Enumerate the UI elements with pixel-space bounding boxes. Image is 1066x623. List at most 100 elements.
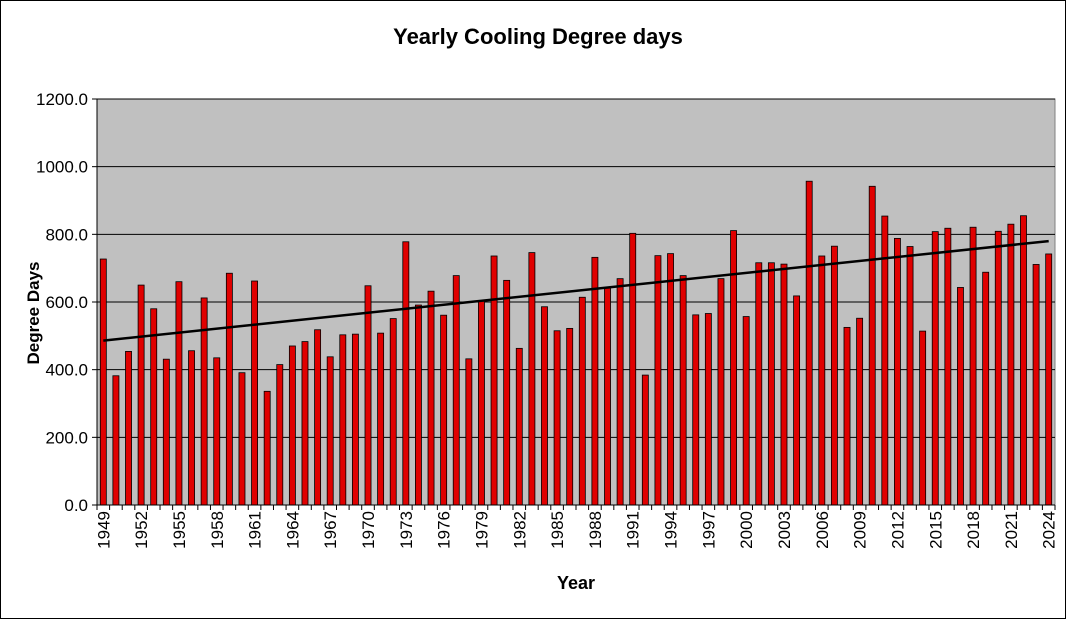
x-tick-label: 2000	[737, 511, 756, 549]
bar-1995	[679, 275, 687, 506]
bar-2015	[931, 231, 939, 506]
bar-2006	[818, 255, 826, 506]
bar-1963	[276, 364, 284, 506]
bar-1958	[213, 357, 221, 506]
bar-1975	[427, 290, 435, 506]
bar-2008	[843, 326, 851, 506]
bar-1962	[263, 390, 271, 506]
bar-1971	[377, 332, 385, 506]
bar-2007	[830, 245, 838, 506]
bar-1949	[99, 258, 107, 506]
y-tick-label: 400.0	[45, 361, 88, 380]
bar-1979	[478, 300, 485, 506]
bar-1994	[667, 253, 674, 506]
bar-2010	[868, 185, 876, 506]
bar-1959	[225, 272, 233, 506]
x-tick-label: 1964	[283, 511, 302, 549]
x-tick-label: 2021	[1002, 511, 1021, 549]
bar-1999	[730, 230, 737, 506]
x-tick-label: 1988	[586, 511, 605, 549]
bar-1985	[553, 330, 561, 506]
bar-1983	[528, 252, 536, 506]
bar-1996	[692, 314, 700, 506]
bar-2014	[919, 330, 927, 506]
bar-1966	[314, 329, 322, 506]
bar-1982	[515, 347, 523, 506]
bar-1965	[301, 341, 309, 506]
x-tick-label: 1991	[624, 511, 643, 549]
bar-1951	[125, 350, 132, 506]
x-tick-label: 1982	[510, 511, 529, 549]
bar-1984	[541, 306, 548, 506]
bar-2018	[969, 226, 977, 506]
x-tick-label: 2003	[775, 511, 794, 549]
x-tick-label: 1961	[246, 511, 265, 549]
x-tick-label: 2015	[926, 511, 945, 549]
bar-1990	[616, 278, 624, 506]
bar-2024	[1045, 253, 1053, 506]
x-axis-ticks: 1949 1952 1955 1958 1961 1964 1967 1970 1973 1976…	[94, 505, 1059, 549]
y-tick-label: 200.0	[45, 428, 88, 447]
x-tick-label: 1979	[472, 511, 491, 549]
bar-2000	[742, 316, 750, 506]
bar-1970	[364, 285, 372, 506]
bar-2017	[957, 287, 964, 506]
bar-series	[99, 180, 1053, 506]
bar-2022	[1020, 215, 1027, 506]
y-tick-label: 800.0	[45, 225, 88, 244]
bar-1961	[251, 280, 258, 506]
bar-1973	[402, 241, 410, 506]
y-tick-label: 0.0	[64, 496, 88, 515]
bar-1988	[591, 256, 599, 506]
trendline-group	[103, 239, 1049, 342]
bar-1980	[490, 255, 498, 506]
bar-1952	[137, 284, 145, 506]
bar-2021	[1007, 223, 1015, 506]
x-tick-label: 2012	[888, 511, 907, 549]
bar-1953	[150, 308, 158, 506]
bar-1964	[288, 345, 296, 506]
bar-2020	[994, 230, 1002, 506]
bar-1981	[503, 279, 511, 506]
x-tick-label: 1970	[359, 511, 378, 549]
bar-1993	[654, 255, 662, 506]
y-tick-label: 1000.0	[36, 158, 88, 177]
x-tick-label: 1955	[170, 511, 189, 549]
chart-title: Yearly Cooling Degree days	[393, 24, 683, 49]
bar-1969	[351, 333, 359, 506]
x-tick-label: 1967	[321, 511, 340, 549]
x-tick-label: 2018	[964, 511, 983, 549]
bar-2016	[944, 227, 952, 506]
x-axis-label: Year	[557, 573, 595, 593]
bar-2004	[793, 295, 801, 506]
bar-1986	[566, 327, 574, 506]
bar-2001	[755, 262, 763, 506]
bar-1997	[704, 313, 712, 506]
bar-1974	[415, 304, 422, 506]
bar-2019	[982, 271, 990, 506]
bar-2002	[767, 262, 775, 506]
bar-1976	[440, 314, 448, 506]
bar-1987	[578, 296, 586, 506]
x-tick-label: 1958	[208, 511, 227, 549]
bar-1991	[629, 232, 637, 506]
x-tick-label: 1949	[94, 511, 113, 549]
x-tick-label: 2024	[1040, 511, 1059, 549]
bar-1956	[188, 350, 195, 506]
bar-1977	[452, 275, 460, 506]
bar-1998	[717, 278, 725, 506]
x-tick-label: 1973	[397, 511, 416, 549]
bar-2012	[894, 237, 901, 506]
x-tick-label: 1976	[435, 511, 454, 549]
bar-2009	[856, 317, 864, 506]
bar-1992	[641, 374, 649, 506]
y-tick-label: 1200.0	[36, 90, 88, 109]
bar-2003	[780, 263, 788, 506]
x-tick-label: 2009	[851, 511, 870, 549]
bar-2013	[906, 246, 914, 506]
bar-1968	[339, 334, 347, 506]
bar-1972	[389, 318, 397, 506]
x-tick-label: 2006	[813, 511, 832, 549]
